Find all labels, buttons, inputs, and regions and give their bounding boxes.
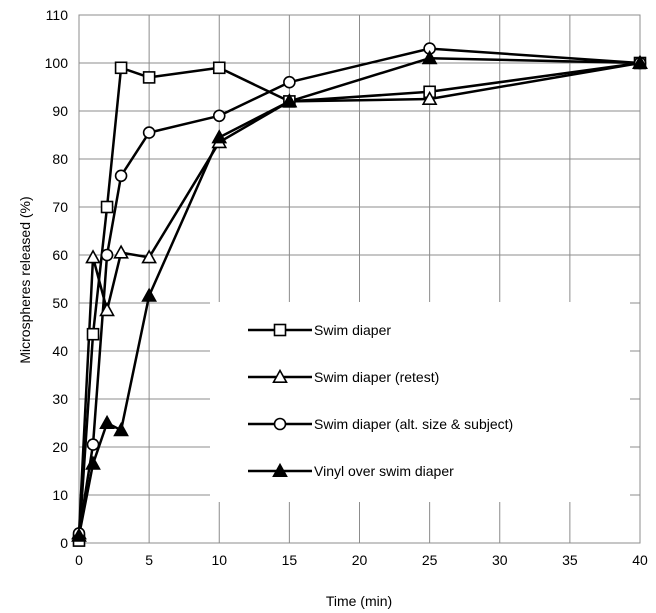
- x-tick-label: 10: [211, 552, 227, 568]
- data-point: [99, 302, 115, 317]
- data-point: [212, 61, 226, 75]
- y-tick-label: 70: [52, 199, 68, 215]
- x-tick-label: 5: [145, 552, 153, 568]
- y-tick-label: 80: [52, 151, 68, 167]
- y-tick-label: 10: [52, 487, 68, 503]
- data-point: [85, 249, 101, 264]
- legend-marker: [272, 462, 288, 478]
- y-tick-label: 110: [46, 7, 69, 23]
- y-tick-label: 40: [52, 343, 68, 359]
- legend-item: Swim diaper (alt. size & subject): [248, 416, 513, 432]
- data-point: [141, 287, 157, 302]
- x-tick-label: 25: [422, 552, 438, 568]
- legend: Swim diaper Swim diaper (retest) Swim diap…: [210, 302, 630, 502]
- x-axis-title: Time (min): [326, 593, 392, 609]
- data-point: [421, 50, 438, 65]
- tick-labels: 0 5 10 15 20 25 30 35 40 0 10 20 30 40 50 60 70 80 90 100 11…: [45, 7, 648, 568]
- data-point: [211, 129, 228, 144]
- x-tick-label: 40: [632, 552, 648, 568]
- y-tick-label: 50: [52, 295, 68, 311]
- x-tick-label: 0: [75, 552, 83, 568]
- data-point: [100, 200, 114, 214]
- legend-marker: [272, 368, 288, 384]
- legend-item: Swim diaper: [248, 322, 391, 338]
- y-tick-label: 90: [52, 103, 68, 119]
- legend-label: Swim diaper (retest): [314, 369, 439, 385]
- x-tick-label: 30: [492, 552, 508, 568]
- data-point: [114, 61, 128, 75]
- legend-label: Vinyl over swim diaper: [314, 463, 454, 479]
- y-tick-label: 100: [45, 55, 69, 71]
- data-point: [113, 422, 129, 437]
- y-tick-label: 30: [52, 391, 68, 407]
- data-point: [100, 248, 114, 262]
- x-tick-label: 15: [282, 552, 298, 568]
- data-point: [142, 71, 156, 84]
- data-point: [142, 126, 156, 139]
- legend-label: Swim diaper: [314, 322, 391, 338]
- data-point: [212, 109, 226, 123]
- series-group: [71, 42, 648, 547]
- y-tick-label: 0: [60, 535, 68, 551]
- data-point: [113, 244, 129, 259]
- data-point: [99, 414, 115, 430]
- y-axis-title: Microspheres released (%): [17, 196, 33, 363]
- y-tick-label: 60: [52, 247, 68, 263]
- grid: [79, 15, 640, 543]
- data-point: [421, 90, 438, 105]
- data-point: [632, 54, 648, 69]
- legend-item: Swim diaper (retest): [248, 368, 439, 385]
- data-point: [85, 455, 101, 470]
- legend-label: Swim diaper (alt. size & subject): [314, 416, 513, 432]
- x-tick-label: 20: [352, 552, 368, 568]
- data-point: [86, 327, 100, 341]
- legend-item: Vinyl over swim diaper: [248, 462, 454, 479]
- data-point: [283, 75, 296, 89]
- legend-marker: [273, 417, 287, 431]
- data-point: [71, 527, 87, 542]
- data-point: [141, 249, 157, 264]
- plot-frame: [78, 14, 641, 544]
- y-tick-label: 20: [52, 439, 68, 455]
- legend-marker: [273, 323, 287, 337]
- x-tick-label: 35: [562, 552, 578, 568]
- data-point: [281, 93, 298, 108]
- series-4-points: [71, 50, 648, 542]
- data-point: [114, 169, 128, 183]
- data-point: [86, 438, 100, 451]
